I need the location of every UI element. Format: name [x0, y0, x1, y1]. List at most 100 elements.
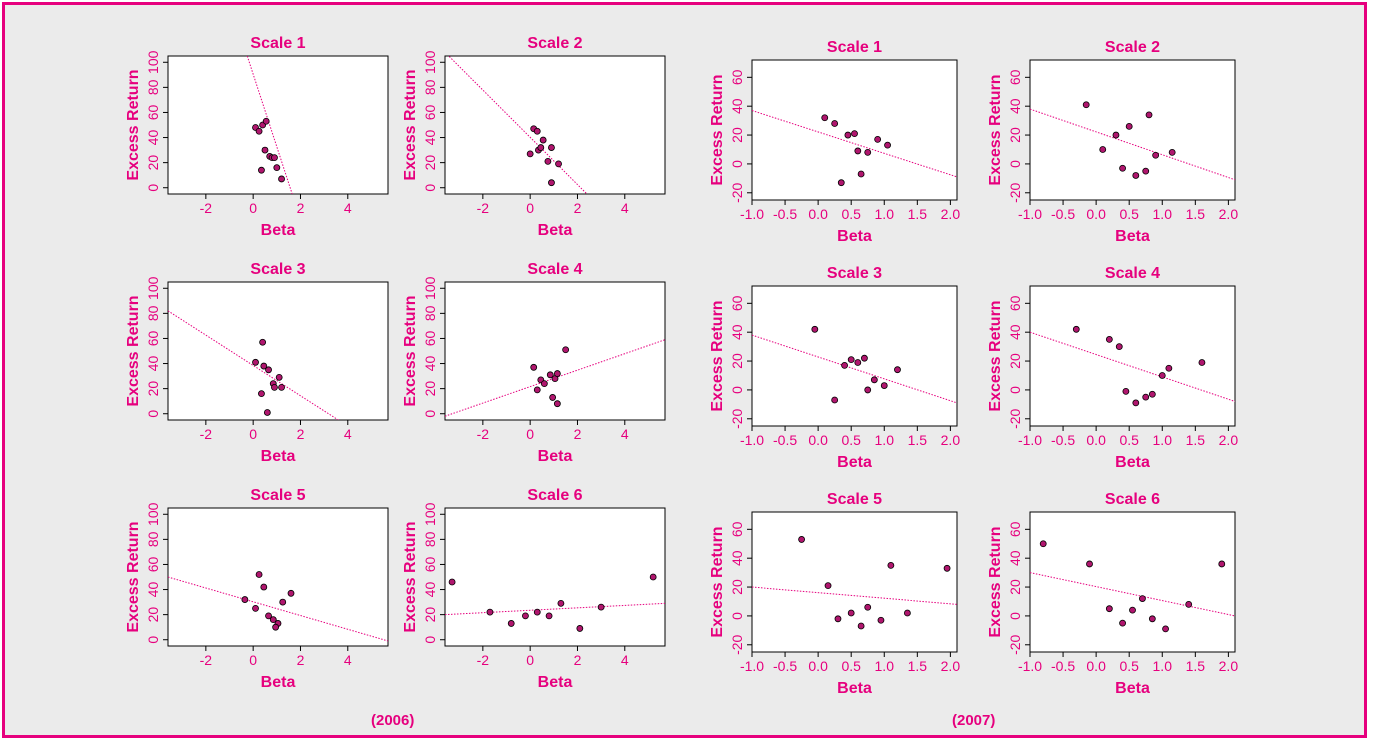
data-point [943, 564, 951, 572]
y-axis-label: Excess Return [709, 74, 726, 185]
y-tick-label: 20 [145, 155, 161, 171]
x-tick-label: 2 [297, 652, 305, 668]
data-point [1105, 605, 1113, 613]
data-point [1165, 364, 1173, 372]
x-tick-label: 0 [249, 426, 257, 442]
y-tick-label: -20 [729, 634, 745, 654]
data-point [1129, 606, 1136, 614]
x-tick-label: 1.5 [908, 206, 928, 222]
chart-panel-12: Scale 6 -1.0 -0.5 0.0 0.5 1.0 1.5 2.0 Beta -20 0 20… [987, 491, 1238, 697]
x-tick-label: -1.0 [1018, 658, 1042, 674]
x-tick-label: 2 [574, 426, 582, 442]
x-tick-label: -2 [200, 200, 213, 216]
data-point [1168, 148, 1176, 156]
x-tick-label: 2.0 [941, 206, 961, 222]
x-tick-label: -2 [477, 200, 490, 216]
y-tick-label: 80 [422, 305, 438, 321]
plot-title: Scale 2 [1105, 39, 1160, 56]
data-point [262, 117, 270, 125]
chart-panel-11: Scale 5 -1.0 -0.5 0.0 0.5 1.0 1.5 2.0 Beta -20 0 20… [709, 491, 960, 697]
y-tick-label: 60 [422, 556, 438, 572]
plot-title: Scale 6 [527, 487, 582, 504]
y-tick-label: 60 [145, 104, 161, 120]
x-tick-label: 1.5 [1186, 432, 1206, 448]
plot-title: Scale 5 [250, 487, 305, 504]
y-axis-label: Excess Return [125, 69, 142, 180]
data-point [545, 612, 553, 620]
y-tick-label: 80 [145, 305, 161, 321]
plot-area [751, 59, 958, 201]
plot-title: Scale 6 [1105, 491, 1160, 508]
data-point [811, 325, 819, 333]
x-tick-label: -2 [200, 652, 213, 668]
y-tick-label: 40 [729, 550, 745, 566]
x-axis-label: Beta [538, 222, 573, 239]
data-point [562, 346, 570, 354]
x-tick-label: 4 [344, 200, 352, 216]
data-point [533, 386, 541, 394]
y-axis-label: Excess Return [987, 526, 1004, 637]
y-tick-label: 0 [422, 636, 438, 644]
data-point [821, 114, 829, 122]
x-tick-label: 0 [249, 652, 257, 668]
x-axis-label: Beta [538, 674, 573, 691]
plot-title: Scale 2 [527, 35, 582, 52]
plot-title: Scale 3 [250, 261, 305, 278]
data-point [1115, 343, 1123, 351]
plot-area [444, 55, 666, 195]
data-point [831, 396, 839, 404]
x-tick-label: 0.0 [1086, 206, 1106, 222]
data-point [261, 146, 269, 154]
x-tick-label: 2.0 [941, 658, 961, 674]
x-tick-label: 2 [297, 200, 305, 216]
x-tick-label: -0.5 [1051, 658, 1075, 674]
y-tick-label: 60 [1007, 521, 1023, 537]
y-tick-label: 80 [145, 531, 161, 547]
y-axis-label: Excess Return [987, 74, 1004, 185]
x-tick-label: 0 [249, 200, 257, 216]
data-point [539, 136, 547, 144]
x-tick-label: 2 [574, 652, 582, 668]
y-tick-label: 80 [145, 79, 161, 95]
data-point [1132, 172, 1140, 179]
x-tick-label: 0.5 [841, 658, 861, 674]
y-tick-label: -20 [1007, 182, 1023, 202]
x-tick-label: 4 [344, 426, 352, 442]
plot-title: Scale 1 [250, 35, 305, 52]
y-tick-label: 20 [729, 353, 745, 369]
y-tick-label: 0 [729, 160, 745, 168]
regression-line [752, 586, 957, 605]
chart-panel-7: Scale 3 -1.0 -0.5 0.0 0.5 1.0 1.5 2.0 Beta -20 0 20… [709, 265, 960, 471]
x-tick-label: 0.0 [808, 658, 828, 674]
y-tick-label: 0 [422, 410, 438, 418]
data-point [1112, 131, 1120, 139]
y-tick-label: 40 [145, 582, 161, 598]
x-tick-label: 0.5 [1119, 658, 1139, 674]
data-point [1086, 560, 1093, 568]
x-tick-label: 0 [526, 652, 534, 668]
x-tick-label: 1.5 [1186, 658, 1206, 674]
x-tick-label: 2.0 [1219, 206, 1239, 222]
plot-area [1029, 59, 1236, 201]
x-tick-label: 0.5 [841, 206, 861, 222]
x-axis-label: Beta [837, 454, 872, 471]
y-tick-label: 100 [145, 50, 161, 74]
y-tick-label: 100 [422, 276, 438, 300]
y-axis-label: Excess Return [402, 521, 419, 632]
plot-title: Scale 4 [1105, 265, 1160, 282]
data-point [649, 573, 657, 581]
x-tick-label: -1.0 [1018, 206, 1042, 222]
data-point [844, 131, 852, 139]
y-tick-label: 60 [422, 330, 438, 346]
data-point [553, 370, 561, 377]
x-axis-label: Beta [261, 448, 296, 465]
y-tick-label: 0 [1007, 160, 1023, 168]
data-point [904, 609, 911, 617]
data-point [548, 144, 555, 151]
y-tick-label: 80 [422, 531, 438, 547]
x-tick-label: 1.0 [875, 206, 895, 222]
data-point [555, 160, 562, 168]
y-tick-label: 100 [422, 502, 438, 526]
